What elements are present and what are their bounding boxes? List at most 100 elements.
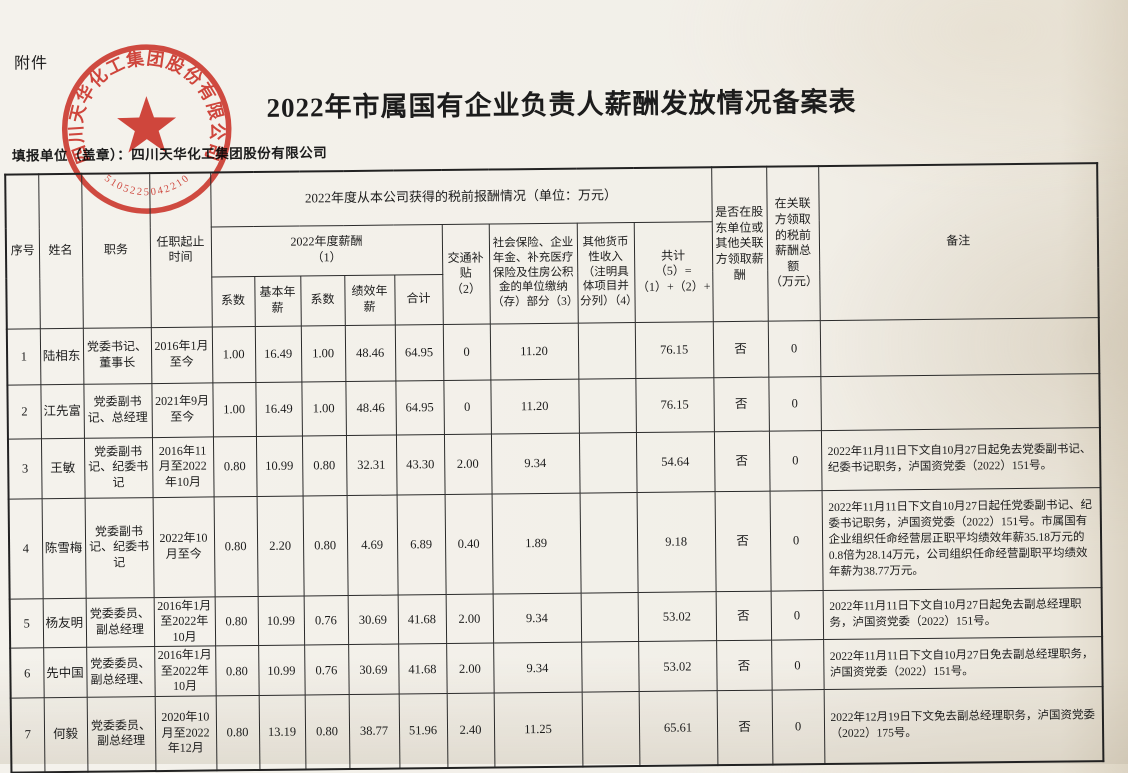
cell-coef2: 0.80 [301,435,347,496]
header-row-1: 序号 姓名 职务 任职起止时间 2022年度从本公司获得的税前报酬情况（单位：万… [5,163,1099,329]
cell-perf: 32.31 [345,434,397,496]
cell-total: 6.89 [396,494,446,595]
cell-perf: 30.69 [348,644,399,695]
cell-tenure: 2016年1月至2022年10月 [154,646,216,697]
cell-social: 11.20 [490,378,579,434]
cell-transport: 2.00 [446,643,494,694]
cell-remark: 2022年11月11日下文自10月27日起免去副总经理职务，泸国资党委（2022… [822,587,1103,640]
cell-tenure: 2016年11月至2022年10月 [151,436,214,498]
cell-position: 党委委员、副总经理 [85,597,155,648]
cell-position: 党委副书记、总经理 [83,383,152,438]
col-header-salary-group: 2022年度薪酬 （1） [210,224,443,277]
col-header-social: 社会保险、企业年金、补充医疗保险及住房公积金的单位缴纳（存）部分（3） [488,222,578,324]
cell-related: 否 [716,690,773,765]
cell-coef2: 0.80 [304,694,350,770]
cell-coef2: 1.00 [300,325,346,382]
cell-other [577,322,636,379]
col-header-perf: 绩效年薪 [344,274,395,326]
cell-coef1: 0.80 [215,695,260,770]
cell-grand: 53.02 [638,640,717,692]
cell-social: 1.89 [491,492,581,594]
cell-seq: 3 [7,438,42,499]
cell-remark: 2022年12月19日下文免去副总经理职务，泸国资党委（2022）175号。 [823,686,1104,764]
cell-other [580,592,639,643]
cell-base: 16.49 [255,381,302,436]
cell-coef1: 1.00 [212,381,256,437]
cell-name: 王敏 [40,437,85,499]
cell-base: 10.99 [255,435,303,496]
cell-grand: 54.64 [635,431,715,493]
cell-related-amt: 0 [771,639,824,691]
cell-name: 杨友明 [42,597,87,649]
cell-seq: 2 [7,384,41,439]
col-header-coef2: 系数 [300,275,345,326]
col-header-name: 姓名 [38,173,83,329]
cell-related-amt: 0 [770,590,824,641]
cell-other [581,691,640,767]
col-header-seq: 序号 [5,174,40,329]
cell-position: 党委委员、副总经理 [86,696,156,772]
attachment-label: 附件 [13,55,49,73]
cell-position: 党委副书记、纪委书记 [83,437,153,498]
salary-record-table: 序号 姓名 职务 任职起止时间 2022年度从本公司获得的税前报酬情况（单位：万… [4,162,1105,773]
cell-position: 党委副书记、纪委书记 [84,497,154,598]
cell-transport: 2.00 [445,593,494,644]
cell-coef1: 0.80 [215,645,259,696]
cell-other [579,492,638,593]
cell-social: 11.25 [493,692,583,768]
cell-related-amt: 0 [769,490,823,591]
cell-base: 10.99 [257,595,305,646]
cell-coef2: 1.00 [301,381,346,436]
cell-tenure: 2020年10月至2022年12月 [154,695,217,771]
cell-related: 否 [712,320,769,378]
cell-position: 党委委员、副总经理、 [86,646,155,698]
col-header-related: 是否在股东单位或其他关联方领取薪酬 [711,166,768,322]
cell-coef2: 0.76 [303,595,349,646]
col-header-total: 合计 [394,274,443,325]
cell-coef1: 0.80 [214,595,259,647]
cell-social: 9.34 [490,432,580,494]
cell-perf: 48.46 [345,380,396,436]
cell-total: 43.30 [395,434,445,495]
cell-remark [820,373,1100,431]
cell-base: 16.49 [254,325,302,382]
cell-perf: 48.46 [344,324,396,382]
cell-base: 2.20 [256,495,304,596]
cell-perf: 30.69 [347,594,399,645]
cell-transport: 0 [443,379,491,435]
col-header-coef1: 系数 [211,276,255,327]
table-row: 4 陈雪梅 党委副书记、纪委书记 2022年10月至今 0.80 2.20 0.… [8,487,1102,599]
cell-tenure: 2021年9月至今 [151,382,213,438]
cell-name: 何毅 [43,697,88,772]
cell-seq: 4 [8,498,43,599]
cell-total: 41.68 [397,594,447,645]
page-title: 2022年市属国有企业负责人薪酬发放情况备案表 [266,86,857,123]
table-row: 7 何毅 党委委员、副总经理 2020年10月至2022年12月 0.80 13… [10,686,1104,773]
col-header-transport: 交通补贴 （2） [441,223,490,325]
cell-perf: 4.69 [346,494,398,596]
cell-tenure: 2016年1月至今 [150,326,213,384]
cell-base: 10.99 [258,645,305,696]
cell-grand: 76.15 [635,377,714,433]
cell-total: 64.95 [394,324,444,381]
cell-related-amt: 0 [771,689,825,765]
cell-other [578,432,637,493]
cell-related-amt: 0 [767,320,821,377]
cell-tenure: 2016年1月至2022年10月 [153,596,216,647]
col-header-other: 其他货币性收入（注明具体项目并分列）（4） [576,222,635,323]
col-header-position: 职务 [81,173,151,328]
cell-transport: 0 [442,323,491,381]
cell-name: 陈雪梅 [41,497,86,599]
cell-transport: 0.40 [444,493,493,595]
cell-seq: 7 [10,697,45,773]
cell-transport: 2.40 [446,693,495,768]
cell-coef1: 0.80 [212,435,257,497]
cell-base: 13.19 [258,695,306,770]
cell-transport: 2.00 [443,433,492,495]
cell-grand: 65.61 [638,690,718,766]
cell-tenure: 2022年10月至今 [152,496,215,598]
col-header-base: 基本年薪 [254,275,301,327]
cell-related: 否 [713,430,770,492]
col-header-remark: 备注 [818,163,1099,321]
